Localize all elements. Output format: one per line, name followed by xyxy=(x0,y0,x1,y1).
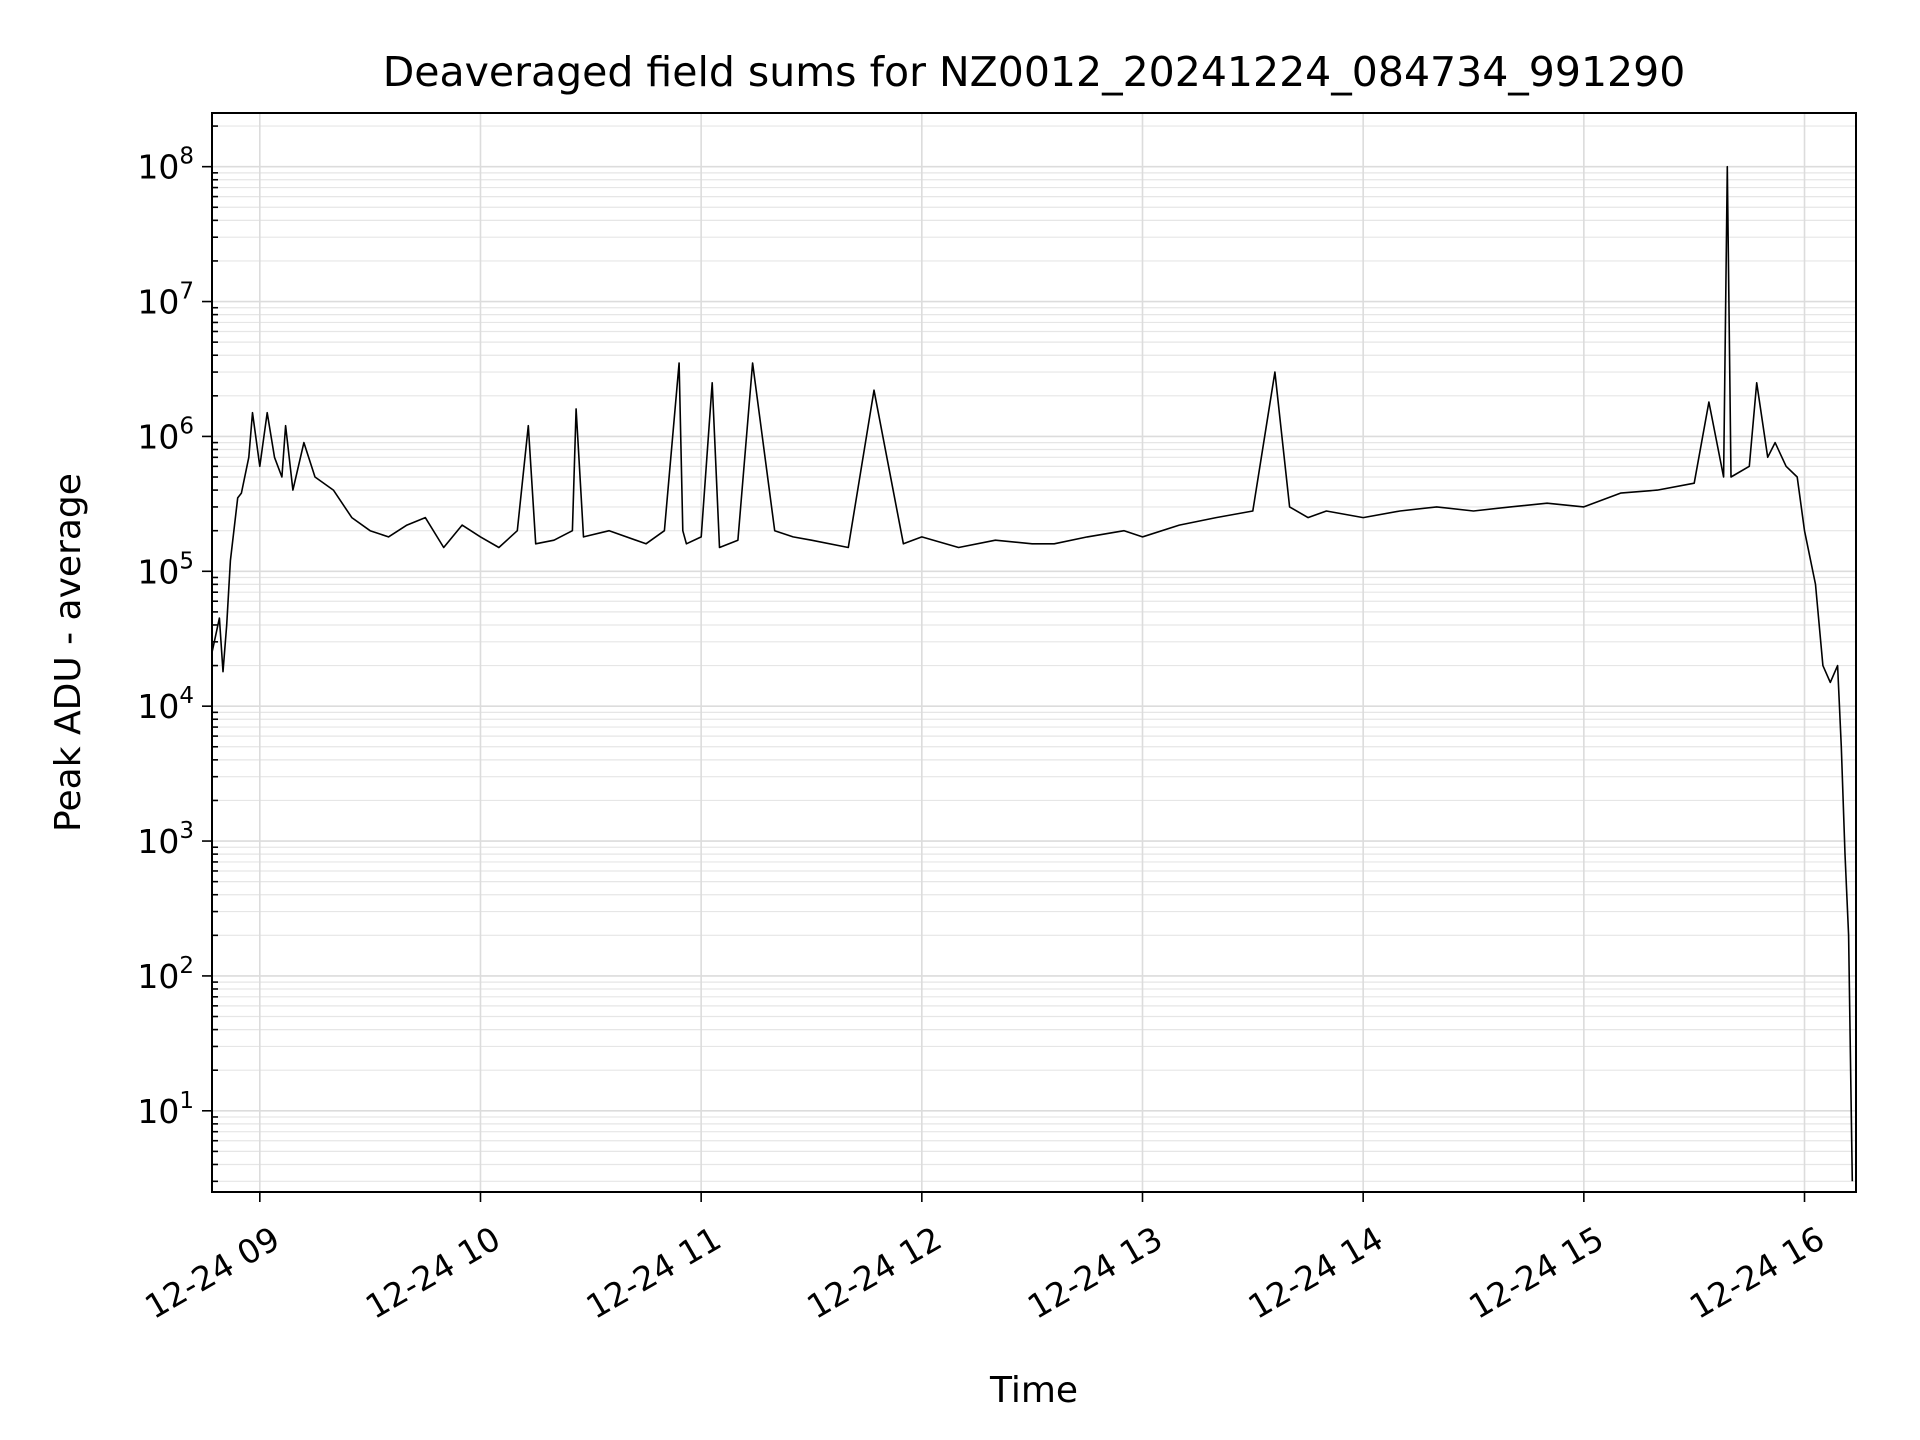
y-tick-label-exponent: 8 xyxy=(179,144,194,170)
y-tick-label-base: 10 xyxy=(137,822,179,861)
minor-grid xyxy=(212,125,1856,1183)
y-tick-label-exponent: 5 xyxy=(179,548,194,574)
y-tick-label: 108 xyxy=(137,144,194,187)
y-tick-label-base: 10 xyxy=(137,957,179,996)
y-tick-label-exponent: 3 xyxy=(179,818,194,844)
y-tick-label: 104 xyxy=(137,683,194,726)
y-tick-label-exponent: 6 xyxy=(179,413,194,439)
series-line xyxy=(211,165,1854,1182)
y-tick-label-base: 10 xyxy=(137,1092,179,1131)
y-tick-label: 105 xyxy=(137,548,194,591)
y-tick-label: 107 xyxy=(137,279,194,322)
y-tick-label-base: 10 xyxy=(137,283,179,322)
y-tick-label-exponent: 4 xyxy=(179,683,194,709)
y-tick-label: 103 xyxy=(137,818,194,861)
y-tick-label-exponent: 1 xyxy=(179,1088,194,1114)
y-tick-label: 106 xyxy=(137,413,194,456)
y-tick-label: 101 xyxy=(137,1088,194,1131)
y-tick-label-base: 10 xyxy=(137,687,179,726)
y-axis-label: Peak ADU - average xyxy=(48,473,89,832)
y-tick-label-exponent: 7 xyxy=(179,279,194,305)
y-tick-label-base: 10 xyxy=(137,417,179,456)
x-axis-label: Time xyxy=(989,1370,1078,1411)
y-tick-label-base: 10 xyxy=(137,552,179,591)
y-tick-label-base: 10 xyxy=(137,148,179,187)
series-group xyxy=(211,165,1854,1182)
chart-title: Deaveraged field sums for NZ0012_2024122… xyxy=(383,48,1686,96)
y-tick-label-exponent: 2 xyxy=(179,953,194,979)
plot-area-frame xyxy=(211,112,1857,1193)
y-tick-label: 102 xyxy=(137,953,194,996)
major-grid xyxy=(212,113,1856,1192)
